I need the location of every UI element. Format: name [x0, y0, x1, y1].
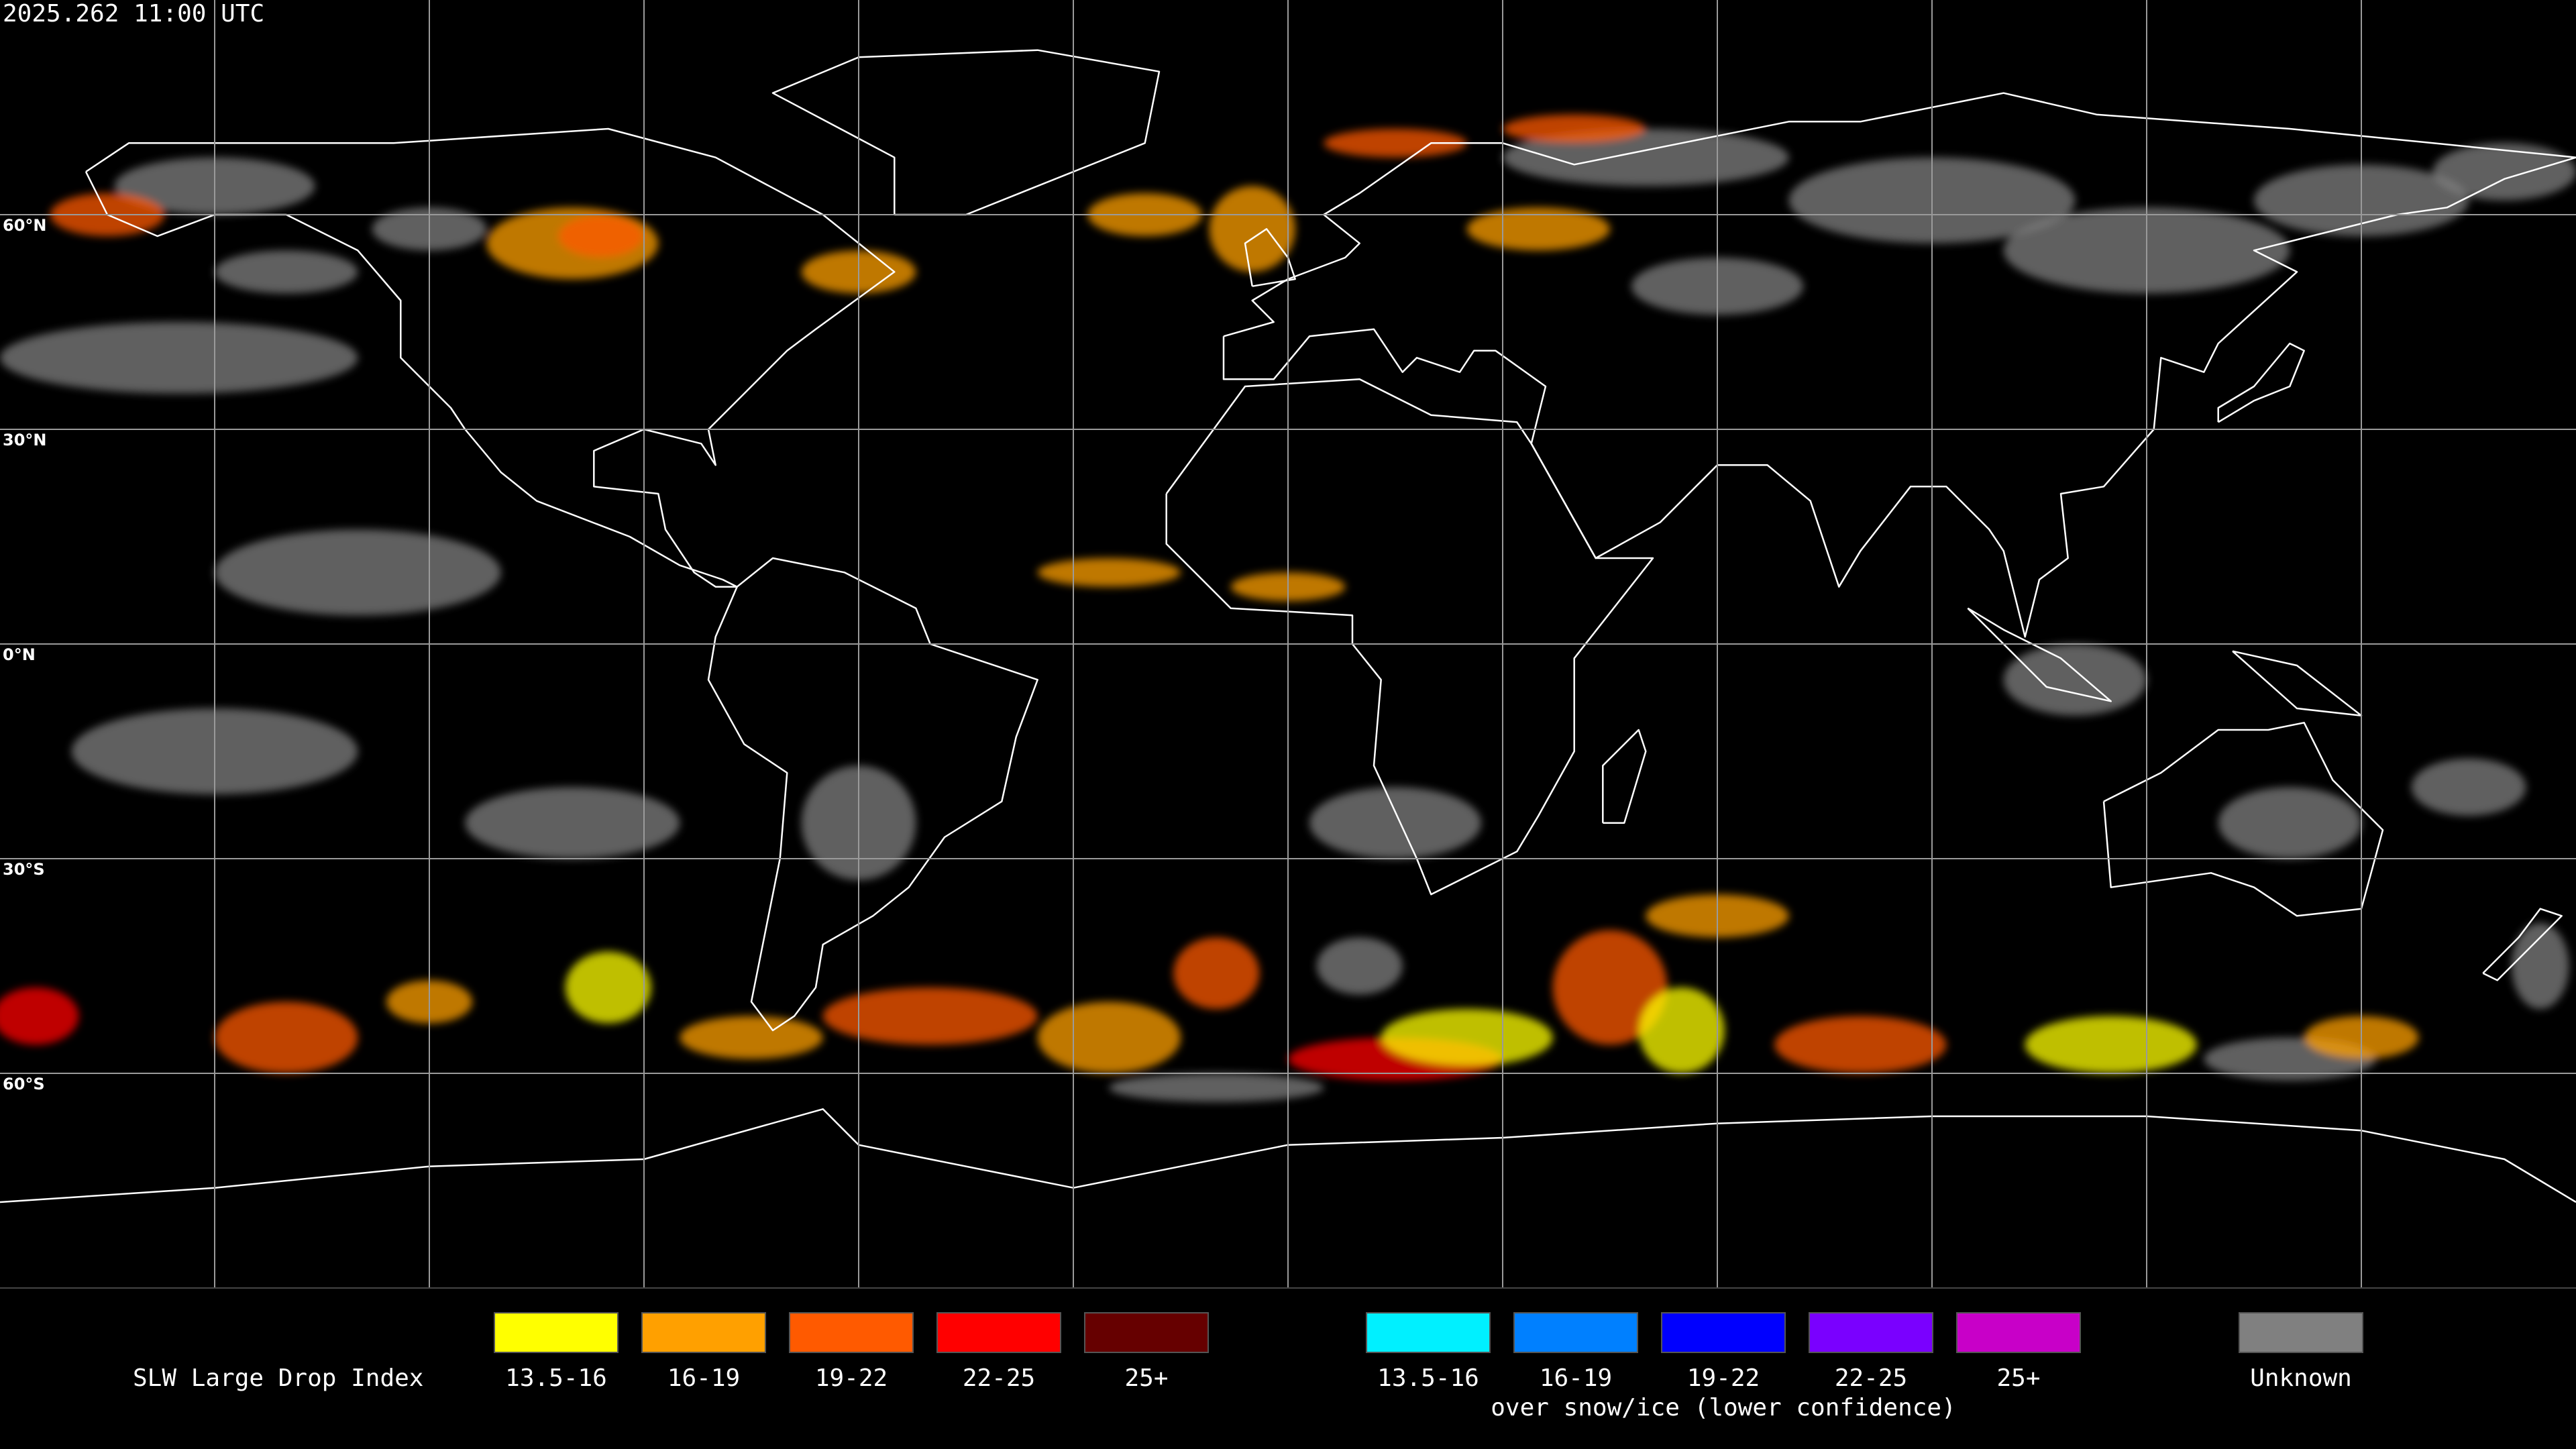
latitude-label: 30°S: [3, 860, 45, 879]
legend-swatch: [494, 1312, 619, 1353]
cloud: [1503, 114, 1646, 144]
cloud: [1466, 207, 1610, 251]
legend-label: 16-19: [1540, 1364, 1612, 1392]
legend-label: 13.5-16: [505, 1364, 607, 1392]
cloud: [1037, 558, 1181, 587]
cloud: [0, 987, 79, 1045]
cloud: [2432, 143, 2576, 201]
cloud: [215, 1002, 358, 1073]
legend-swatch: [1366, 1312, 1491, 1353]
latitude-label: 60°N: [3, 216, 46, 235]
cloud: [2003, 644, 2147, 716]
cloud: [2512, 923, 2569, 1009]
cloud: [2025, 1016, 2197, 1074]
cloud: [1037, 1002, 1181, 1073]
latitude-label: 30°N: [3, 431, 46, 449]
cloud: [822, 987, 1038, 1045]
coastline: [771, 49, 1161, 216]
cloud: [0, 321, 358, 394]
cloud: [1552, 930, 1668, 1045]
legend-label: 22-25: [963, 1364, 1035, 1392]
latitude-labels: 60°N 30°N 0°N 30°S 60°S: [3, 216, 46, 1093]
cloud: [1109, 1073, 1324, 1102]
cloud: [1209, 186, 1295, 272]
cloud: [465, 787, 680, 859]
cloud: [215, 250, 358, 294]
legend-swatch: [936, 1312, 1061, 1353]
legend-swatch: [1956, 1312, 2081, 1353]
coastline: [1967, 607, 2112, 702]
cloud: [1381, 1009, 1553, 1067]
coastline: [707, 557, 1038, 1032]
cloud: [1324, 129, 1467, 158]
cloud: [558, 215, 644, 258]
legend-subtitle: over snow/ice (lower confidence): [1491, 1394, 1956, 1421]
cloud: [1316, 937, 1403, 995]
legend-label: Unknown: [2250, 1364, 2352, 1392]
cloud: [1173, 937, 1260, 1009]
cloud: [565, 951, 651, 1024]
cloud: [1638, 987, 1725, 1073]
coastline: [1222, 92, 2576, 638]
legend-label: 13.5-16: [1377, 1364, 1479, 1392]
legend-label: 25+: [1124, 1364, 1168, 1392]
latitude-label: 0°N: [3, 645, 36, 664]
coastline: [2482, 908, 2563, 981]
legend-swatch: [2239, 1312, 2363, 1353]
coastline: [1165, 378, 1654, 896]
cloud: [215, 529, 501, 616]
legend: SLW Large Drop Index 13.5-16 16-19 19-22 22-…: [133, 1312, 2363, 1421]
legend-swatch: [1513, 1312, 1638, 1353]
legend-swatch: [1084, 1312, 1209, 1353]
latitude-label: 60°S: [3, 1075, 45, 1093]
graticule: [0, 0, 2576, 1289]
legend-title: SLW Large Drop Index: [133, 1364, 423, 1392]
cloud: [680, 1016, 823, 1059]
legend-label: 19-22: [815, 1364, 888, 1392]
legend-label: 22-25: [1835, 1364, 1907, 1392]
legend-swatch: [1661, 1312, 1786, 1353]
legend-swatch: [641, 1312, 766, 1353]
legend-label: 25+: [1996, 1364, 2040, 1392]
cloud: [2218, 787, 2361, 859]
legend-label: 19-22: [1687, 1364, 1760, 1392]
cloud: [1774, 1016, 1947, 1074]
timestamp: 2025.262 11:00 UTC: [3, 0, 264, 28]
legend-swatch: [789, 1312, 914, 1353]
cloud: [1309, 787, 1481, 859]
cloud: [2411, 758, 2526, 816]
legend-swatch: [1809, 1312, 1933, 1353]
coastline: [1602, 729, 1647, 824]
coastline: [2217, 342, 2305, 423]
coastline: [2102, 722, 2384, 917]
legend-label: 16-19: [667, 1364, 740, 1392]
